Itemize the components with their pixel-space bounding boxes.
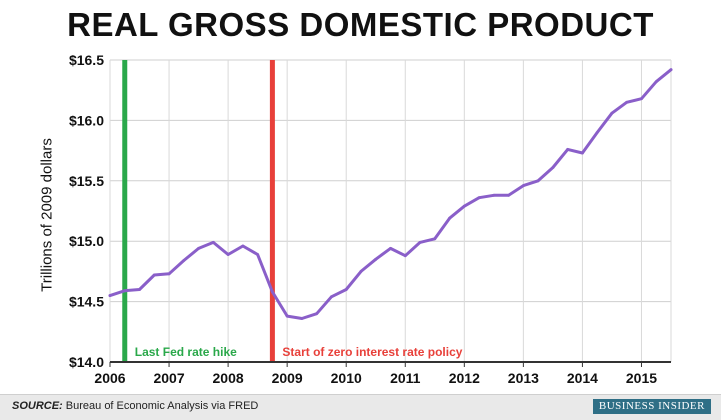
- annotation-label: Start of zero interest rate policy: [282, 345, 462, 359]
- y-tick-label: $15.5: [69, 173, 104, 189]
- data-point: [566, 147, 570, 151]
- data-point: [418, 241, 422, 244]
- y-tick-label: $15.0: [69, 233, 104, 249]
- data-point: [492, 193, 496, 197]
- annotation-lines: [122, 60, 275, 362]
- data-point: [581, 151, 584, 155]
- data-point: [669, 68, 673, 72]
- x-tick-label: 2015: [626, 370, 657, 386]
- data-point: [285, 314, 289, 318]
- data-point: [138, 288, 141, 291]
- data-point: [197, 247, 200, 250]
- data-point: [625, 100, 629, 104]
- brand-logo: BUSINESS INSIDER: [592, 399, 711, 414]
- source-prefix: SOURCE:: [12, 400, 63, 412]
- y-tick-label: $16.5: [69, 52, 104, 68]
- data-point: [654, 80, 658, 84]
- data-point: [448, 216, 451, 220]
- line-chart: $14.0 $14.5 $15.0 $15.5 $16.0 $16.5 2006 2007 20…: [69, 52, 673, 386]
- data-point: [256, 253, 260, 256]
- data-point: [152, 273, 156, 277]
- x-tick-label: 2014: [567, 370, 598, 386]
- data-point: [521, 184, 525, 188]
- data-point: [403, 254, 407, 258]
- data-point: [610, 111, 614, 115]
- chart-title: REAL GROSS DOMESTIC PRODUCT: [67, 6, 654, 43]
- axes: [109, 361, 671, 367]
- x-tick-label: 2007: [153, 370, 184, 386]
- annotation-labels: Last Fed rate hike Start of zero interest…: [135, 345, 463, 359]
- data-point: [344, 288, 348, 291]
- x-tick-label: 2008: [213, 370, 244, 386]
- x-tick-label: 2009: [272, 370, 303, 386]
- grid: [109, 59, 672, 363]
- data-point: [462, 204, 466, 208]
- annotation-label: Last Fed rate hike: [135, 345, 237, 359]
- y-tick-label: $14.0: [69, 354, 104, 370]
- data-point: [108, 294, 112, 297]
- data-point: [551, 166, 555, 169]
- data-series: [108, 68, 673, 320]
- footer: SOURCE: Bureau of Economic Analysis via …: [0, 394, 721, 420]
- data-point: [330, 295, 333, 299]
- data-point: [536, 179, 540, 183]
- data-point: [433, 237, 437, 241]
- y-tick-label: $14.5: [69, 294, 104, 310]
- data-point: [389, 247, 392, 250]
- data-point: [226, 253, 230, 256]
- data-point: [123, 289, 127, 293]
- y-tick-label: $16.0: [69, 112, 104, 128]
- gdp-series-line: [108, 68, 673, 320]
- x-tick-label: 2012: [449, 370, 480, 386]
- data-point: [241, 244, 245, 248]
- data-point: [315, 312, 319, 316]
- data-point: [374, 257, 378, 261]
- source-text: Bureau of Economic Analysis via FRED: [62, 400, 259, 412]
- data-point: [300, 317, 304, 320]
- data-point: [507, 193, 511, 197]
- tick-labels: $14.0 $14.5 $15.0 $15.5 $16.0 $16.5 2006 2007 20…: [69, 52, 657, 386]
- x-tick-label: 2010: [331, 370, 362, 386]
- x-tick-label: 2011: [390, 370, 421, 386]
- data-point: [359, 270, 363, 273]
- data-point: [182, 259, 186, 262]
- x-tick-label: 2006: [94, 370, 125, 386]
- data-point: [270, 290, 274, 294]
- data-point: [640, 97, 643, 101]
- data-point: [595, 131, 599, 134]
- source-note: SOURCE: Bureau of Economic Analysis via …: [12, 400, 258, 412]
- data-point: [477, 196, 481, 200]
- data-point: [167, 272, 171, 276]
- x-tick-label: 2013: [508, 370, 539, 386]
- data-point: [211, 241, 215, 244]
